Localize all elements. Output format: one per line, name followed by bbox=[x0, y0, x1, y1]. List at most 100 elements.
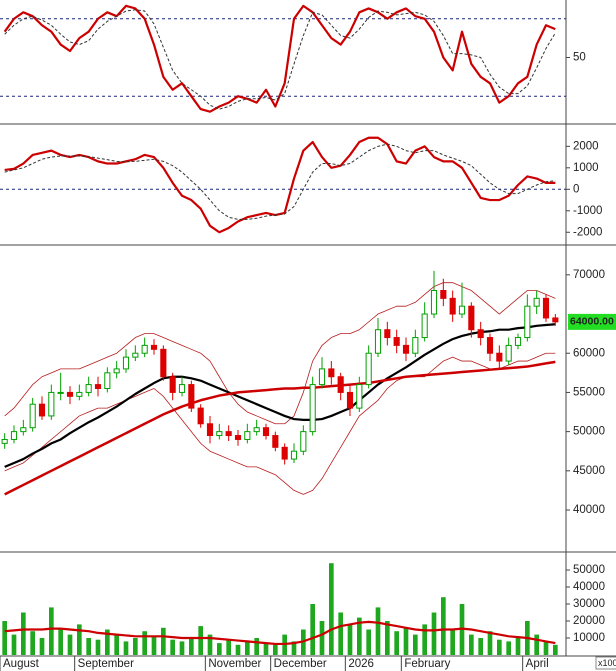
volume-bar bbox=[534, 634, 539, 655]
volume-bar bbox=[431, 612, 437, 655]
volume-bar bbox=[77, 624, 82, 655]
y-tick-label: -2000 bbox=[573, 226, 602, 238]
candle-body bbox=[57, 391, 64, 394]
candle-body bbox=[328, 368, 335, 378]
overlay-line bbox=[4, 352, 556, 495]
candle-body bbox=[150, 344, 158, 350]
candle-body bbox=[160, 348, 167, 378]
candle-body bbox=[113, 368, 120, 374]
y-tick-label: 10000 bbox=[573, 632, 605, 644]
volume-bar bbox=[385, 621, 390, 655]
last-price-box bbox=[568, 313, 616, 330]
volume-bar bbox=[198, 626, 203, 655]
x-tick-label: April bbox=[526, 658, 549, 670]
volume-bar bbox=[254, 638, 259, 655]
candle-body bbox=[468, 305, 475, 331]
volume-bar bbox=[543, 641, 549, 655]
y-tick-label: 0 bbox=[573, 183, 579, 195]
volume-bar bbox=[86, 638, 91, 655]
y-tick-label: 50 bbox=[573, 52, 586, 64]
volume-bar bbox=[95, 639, 101, 655]
candle-body bbox=[318, 368, 326, 386]
candle-body bbox=[206, 423, 214, 437]
candle-body bbox=[281, 446, 288, 460]
candle-body bbox=[141, 344, 148, 354]
candle-body bbox=[533, 297, 540, 307]
volume-bar bbox=[441, 597, 446, 655]
volume-bar bbox=[114, 634, 119, 655]
x-tick-label: September bbox=[78, 658, 134, 670]
y-tick-label: 2000 bbox=[573, 140, 599, 152]
candle-body bbox=[272, 435, 279, 448]
volume-bar bbox=[497, 639, 502, 655]
candle-body bbox=[514, 337, 522, 346]
overlay-line bbox=[4, 360, 556, 496]
indicator-line bbox=[4, 9, 556, 110]
volume-average-line bbox=[4, 620, 556, 646]
volume-bar bbox=[226, 639, 231, 655]
candle-body bbox=[477, 329, 484, 339]
candle-body bbox=[374, 329, 382, 354]
y-tick-label: 40000 bbox=[573, 504, 605, 516]
candle-body bbox=[393, 337, 400, 346]
volume-bar bbox=[105, 629, 110, 655]
y-tick-label: 20000 bbox=[573, 615, 605, 627]
overlay-line bbox=[4, 282, 556, 425]
unit-label: x1000 bbox=[598, 658, 616, 668]
volume-bar bbox=[30, 631, 35, 655]
volume-bar bbox=[179, 641, 185, 655]
volume-bar bbox=[273, 644, 278, 655]
volume-bar bbox=[11, 634, 17, 655]
overlay-line bbox=[4, 323, 556, 468]
candle-body bbox=[309, 384, 316, 433]
candle-body bbox=[94, 384, 102, 390]
candle-body bbox=[234, 435, 242, 440]
candle-body bbox=[421, 313, 428, 339]
volume-bar bbox=[347, 624, 353, 655]
x-tick-label: 2026 bbox=[348, 658, 374, 670]
volume-bar bbox=[478, 638, 483, 655]
candle-body bbox=[430, 290, 438, 315]
y-tick-label: 30000 bbox=[573, 598, 605, 610]
volume-bar bbox=[170, 639, 175, 655]
volume-bar bbox=[422, 624, 427, 655]
candle-body bbox=[384, 329, 391, 339]
volume-bar bbox=[515, 638, 521, 655]
volume-bar bbox=[553, 644, 558, 655]
volume-bar bbox=[235, 644, 241, 655]
candle-body bbox=[38, 403, 46, 417]
x-tick-label: February bbox=[404, 658, 450, 670]
candle-body bbox=[290, 450, 298, 460]
indicator-line bbox=[3, 4, 556, 113]
volume-bar bbox=[263, 643, 269, 655]
candle-body bbox=[412, 337, 419, 354]
candle-body bbox=[76, 391, 83, 397]
candle-body bbox=[169, 376, 176, 393]
indicator-line bbox=[4, 143, 556, 220]
candle-body bbox=[216, 431, 223, 437]
volume-bar bbox=[310, 604, 315, 655]
y-tick-label: 50000 bbox=[573, 426, 605, 438]
volume-bar bbox=[487, 631, 493, 655]
volume-bar bbox=[207, 634, 213, 655]
candle-body bbox=[66, 391, 74, 397]
candle-body bbox=[225, 431, 232, 437]
y-tick-label: 50000 bbox=[573, 564, 605, 576]
candle-body bbox=[10, 431, 18, 440]
volume-bar bbox=[2, 621, 8, 655]
candle-body bbox=[85, 384, 92, 393]
volume-bar bbox=[291, 641, 297, 655]
candle-body bbox=[458, 305, 466, 315]
y-tick-label: 55000 bbox=[573, 386, 605, 398]
candle-body bbox=[1, 438, 8, 444]
candle-body bbox=[48, 391, 55, 417]
y-tick-label: 40000 bbox=[573, 581, 605, 593]
y-tick-label: 70000 bbox=[573, 269, 605, 281]
volume-bar bbox=[123, 641, 129, 655]
candle-body bbox=[122, 356, 130, 370]
candle-body bbox=[505, 344, 512, 362]
volume-bar bbox=[450, 629, 455, 655]
